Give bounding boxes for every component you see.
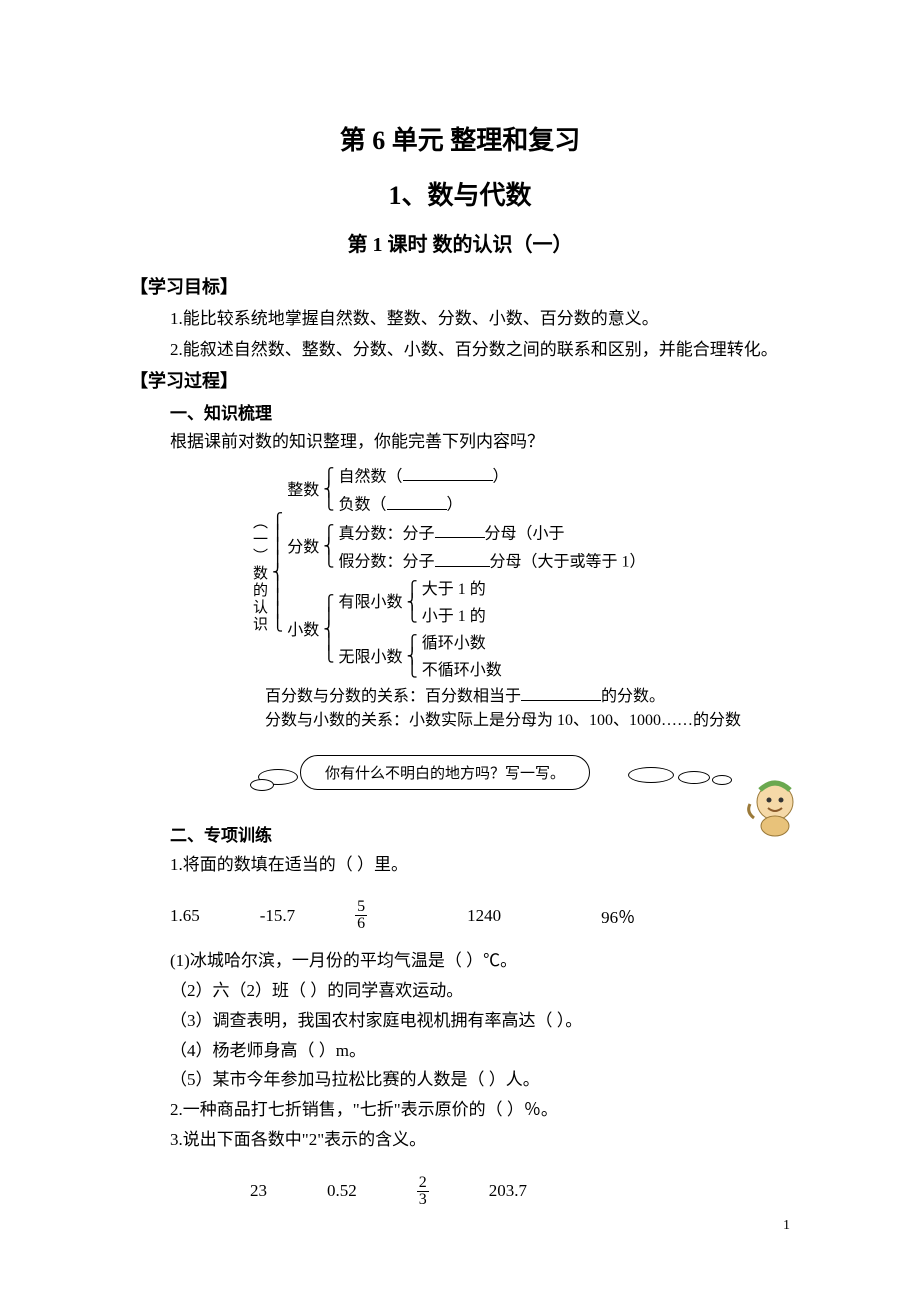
q1-item-5: （5）某市今年参加马拉松比赛的人数是（ ）人。	[170, 1065, 790, 1095]
tree-neg-pre: 负数（	[339, 497, 387, 514]
frac-num: 5	[355, 899, 367, 916]
rel-percent-pre: 百分数与分数的关系：百分数相当于	[265, 688, 521, 705]
tree-improper-pre: 假分数：分子	[339, 554, 435, 571]
tree-frac-label: 分数	[287, 538, 319, 557]
q3-num-b: 0.52	[327, 1181, 357, 1201]
tree-inf-rec: 循环小数	[422, 634, 502, 653]
tree-dec-label: 小数	[287, 621, 319, 640]
blank-proper[interactable]	[435, 523, 485, 538]
tree-int-label: 整数	[287, 481, 319, 500]
mascot-icon	[740, 772, 810, 842]
brace-icon: ⎧⎨⎩	[407, 584, 418, 622]
tree-inf-nonrec: 不循环小数	[422, 661, 502, 680]
q1-number-row: 1.65 -15.7 5 6 1240 96％	[170, 899, 790, 932]
knowledge-subheading: 一、知识梳理	[170, 399, 790, 424]
callout-bubble: 你有什么不明白的地方吗？写一写。	[250, 747, 790, 797]
frac-den: 6	[355, 916, 367, 932]
tree-finite-label: 有限小数	[339, 593, 403, 612]
q3-num-a: 23	[250, 1181, 267, 1201]
page-number: 1	[783, 1218, 790, 1234]
brace-icon: ⎧⎨⎩	[407, 638, 418, 676]
brace-icon: ⎧⎨⎩	[323, 528, 334, 566]
blank-negative[interactable]	[387, 494, 447, 509]
blank-percent-rel[interactable]	[521, 685, 601, 700]
frac-num: 2	[417, 1175, 429, 1192]
tree-improper-post: 分母（大于或等于 1）	[490, 554, 646, 571]
section-title: 1、数与代数	[130, 175, 790, 212]
tree-natural-post: ）	[493, 468, 509, 485]
objective-heading: 【学习目标】	[130, 273, 790, 299]
process-heading: 【学习过程】	[130, 367, 790, 393]
brace-icon: ⎧⎪⎨⎪⎩	[323, 598, 334, 662]
training-subheading: 二、专项训练	[170, 821, 790, 846]
tree-finite-lt: 小于 1 的	[422, 607, 486, 626]
q1-item-1: (1)冰城哈尔滨，一月份的平均气温是（ ）℃。	[170, 946, 790, 976]
q3-stem: 3.说出下面各数中"2"表示的含义。	[170, 1125, 790, 1155]
q3-num-d: 203.7	[489, 1181, 527, 1201]
concept-tree: （一）数的认识 ⎧⎪⎪⎪⎨⎪⎪⎪⎩ 整数 ⎧⎨⎩ 自然数（ ） 负数（ ）	[250, 466, 790, 681]
lesson-title: 第 1 课时 数的认识（一）	[130, 228, 790, 257]
bubble-tail-icon	[712, 775, 732, 785]
rel-decimal: 分数与小数的关系：小数实际上是分母为 10、100、1000……的分数	[265, 709, 790, 733]
callout-text: 你有什么不明白的地方吗？写一写。	[300, 755, 590, 790]
q1-item-2: （2）六（2）班（ ）的同学喜欢运动。	[170, 976, 790, 1006]
q1-stem: 1.将面的数填在适当的（ ）里。	[170, 850, 790, 880]
tree-proper-pre: 真分数：分子	[339, 525, 435, 542]
q1-num-b: -15.7	[260, 906, 295, 926]
tree-inf-label: 无限小数	[339, 648, 403, 667]
frac-den: 3	[417, 1192, 429, 1208]
objective-1: 1.能比较系统地掌握自然数、整数、分数、小数、百分数的意义。	[130, 305, 790, 332]
q2: 2.一种商品打七折销售，"七折"表示原价的（ ）％。	[170, 1095, 790, 1125]
q1-num-e: 96％	[601, 903, 635, 928]
bubble-tail-icon	[250, 779, 274, 791]
tree-root-label: （一）数的认识	[250, 514, 268, 633]
objective-2: 2.能叙述自然数、整数、分数、小数、百分数之间的联系和区别，并能合理转化。	[130, 336, 790, 363]
tree-proper-post: 分母（小于	[485, 525, 565, 542]
blank-natural[interactable]	[403, 466, 493, 481]
bubble-tail-icon	[628, 767, 674, 783]
q1-num-a: 1.65	[170, 906, 200, 926]
tree-finite-gt: 大于 1 的	[422, 580, 486, 599]
brace-icon: ⎧⎪⎪⎪⎨⎪⎪⎪⎩	[272, 516, 283, 631]
tree-natural-pre: 自然数（	[339, 468, 403, 485]
q3-number-row: 23 0.52 2 3 203.7	[250, 1175, 790, 1208]
q1-item-3: （3）调查表明，我国农村家庭电视机拥有率高达（ ）。	[170, 1006, 790, 1036]
tree-neg-post: ）	[447, 497, 463, 514]
knowledge-prompt: 根据课前对数的知识整理，你能完善下列内容吗？	[130, 428, 790, 455]
brace-icon: ⎧⎨⎩	[323, 471, 334, 509]
q3-num-c: 2 3	[417, 1175, 429, 1208]
q1-num-c: 5 6	[355, 899, 367, 932]
unit-title: 第 6 单元 整理和复习	[130, 120, 790, 157]
q1-item-4: （4）杨老师身高（ ）m。	[170, 1036, 790, 1066]
blank-improper[interactable]	[435, 551, 490, 566]
rel-percent-post: 的分数。	[601, 688, 665, 705]
bubble-tail-icon	[678, 771, 710, 784]
q1-num-d: 1240	[467, 906, 501, 926]
